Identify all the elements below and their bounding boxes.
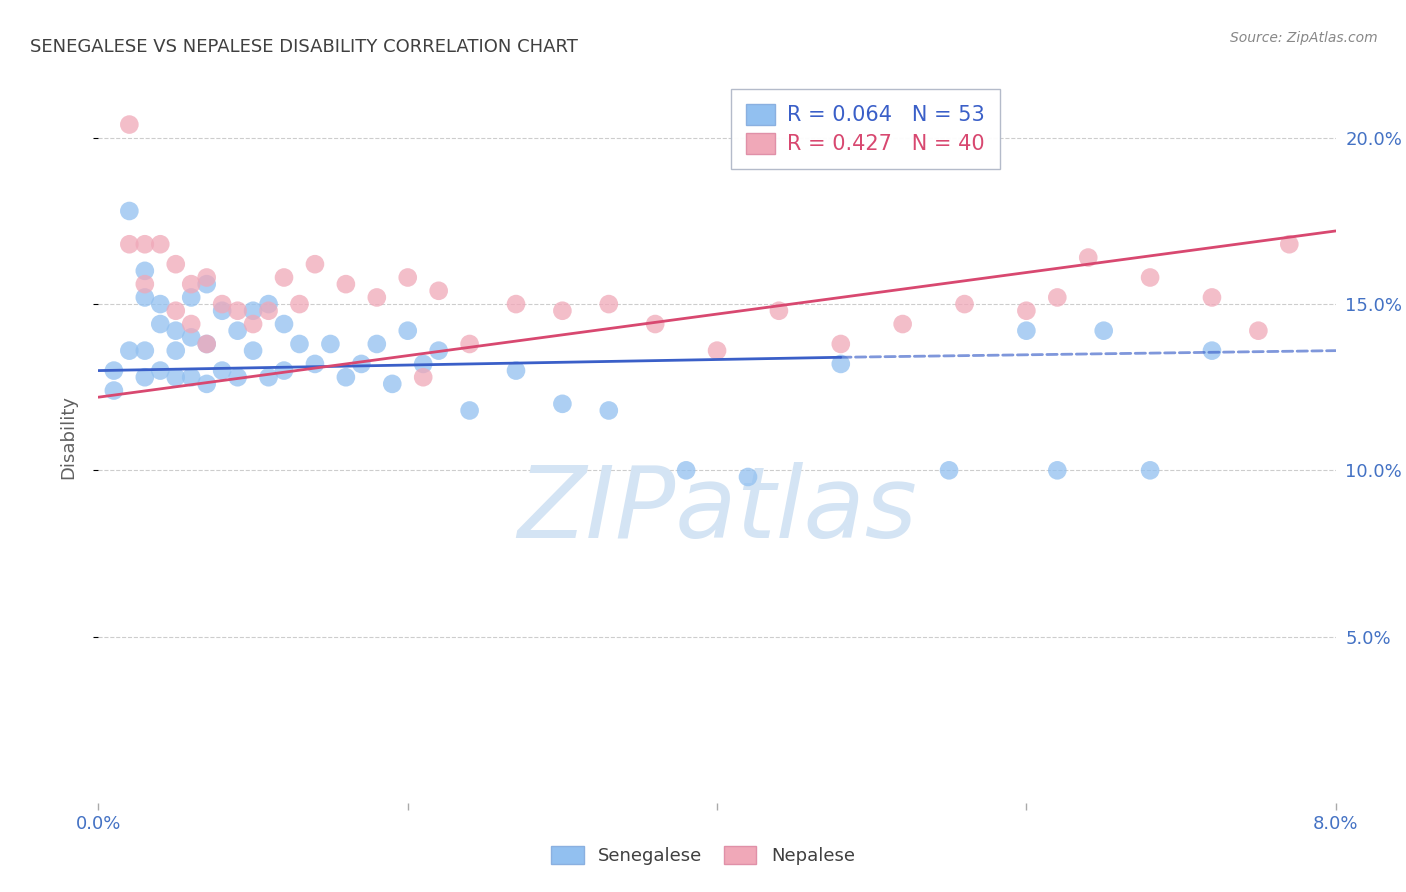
Point	[103, 363, 125, 377]
Point	[830, 337, 852, 351]
Point	[1046, 290, 1069, 304]
Point	[381, 376, 404, 391]
Point	[1015, 303, 1038, 318]
Point	[195, 270, 218, 285]
Point	[103, 384, 125, 398]
Point	[366, 290, 388, 304]
Point	[134, 277, 156, 292]
Point	[830, 357, 852, 371]
Point	[288, 337, 311, 351]
Point	[118, 204, 141, 219]
Point	[335, 277, 357, 292]
Point	[335, 370, 357, 384]
Point	[1139, 463, 1161, 477]
Legend: R = 0.064   N = 53, R = 0.427   N = 40: R = 0.064 N = 53, R = 0.427 N = 40	[731, 89, 1000, 169]
Y-axis label: Disability: Disability	[59, 395, 77, 479]
Point	[1201, 290, 1223, 304]
Point	[226, 324, 249, 338]
Point	[427, 343, 450, 358]
Point	[149, 317, 172, 331]
Point	[412, 357, 434, 371]
Point	[427, 284, 450, 298]
Point	[165, 324, 187, 338]
Point	[412, 370, 434, 384]
Point	[257, 303, 280, 318]
Point	[1278, 237, 1301, 252]
Text: SENEGALESE VS NEPALESE DISABILITY CORRELATION CHART: SENEGALESE VS NEPALESE DISABILITY CORREL…	[31, 38, 578, 56]
Point	[505, 297, 527, 311]
Point	[149, 297, 172, 311]
Point	[134, 264, 156, 278]
Point	[165, 257, 187, 271]
Point	[1201, 343, 1223, 358]
Point	[149, 237, 172, 252]
Point	[1092, 324, 1115, 338]
Point	[551, 303, 574, 318]
Point	[242, 343, 264, 358]
Point	[226, 370, 249, 384]
Point	[165, 343, 187, 358]
Point	[396, 324, 419, 338]
Point	[226, 303, 249, 318]
Point	[1046, 463, 1069, 477]
Point	[180, 277, 202, 292]
Point	[257, 370, 280, 384]
Point	[598, 403, 620, 417]
Point	[273, 270, 295, 285]
Point	[180, 330, 202, 344]
Point	[644, 317, 666, 331]
Point	[180, 290, 202, 304]
Point	[551, 397, 574, 411]
Point	[273, 317, 295, 331]
Point	[242, 317, 264, 331]
Point	[118, 343, 141, 358]
Point	[1077, 251, 1099, 265]
Point	[458, 403, 481, 417]
Point	[953, 297, 976, 311]
Point	[211, 363, 233, 377]
Point	[273, 363, 295, 377]
Point	[118, 118, 141, 132]
Point	[891, 317, 914, 331]
Point	[134, 343, 156, 358]
Point	[304, 357, 326, 371]
Point	[304, 257, 326, 271]
Point	[1247, 324, 1270, 338]
Point	[165, 370, 187, 384]
Point	[1139, 270, 1161, 285]
Point	[257, 297, 280, 311]
Point	[134, 290, 156, 304]
Point	[938, 463, 960, 477]
Legend: Senegalese, Nepalese: Senegalese, Nepalese	[543, 837, 863, 874]
Point	[396, 270, 419, 285]
Point	[366, 337, 388, 351]
Point	[180, 370, 202, 384]
Point	[768, 303, 790, 318]
Point	[675, 463, 697, 477]
Point	[165, 303, 187, 318]
Text: ZIPatlas: ZIPatlas	[517, 462, 917, 558]
Point	[180, 317, 202, 331]
Point	[1015, 324, 1038, 338]
Point	[706, 343, 728, 358]
Point	[134, 237, 156, 252]
Point	[598, 297, 620, 311]
Point	[195, 277, 218, 292]
Point	[737, 470, 759, 484]
Point	[319, 337, 342, 351]
Point	[195, 376, 218, 391]
Point	[211, 297, 233, 311]
Point	[195, 337, 218, 351]
Point	[288, 297, 311, 311]
Point	[458, 337, 481, 351]
Point	[505, 363, 527, 377]
Text: Source: ZipAtlas.com: Source: ZipAtlas.com	[1230, 31, 1378, 45]
Point	[242, 303, 264, 318]
Point	[195, 337, 218, 351]
Point	[118, 237, 141, 252]
Point	[149, 363, 172, 377]
Point	[350, 357, 373, 371]
Point	[211, 303, 233, 318]
Point	[134, 370, 156, 384]
